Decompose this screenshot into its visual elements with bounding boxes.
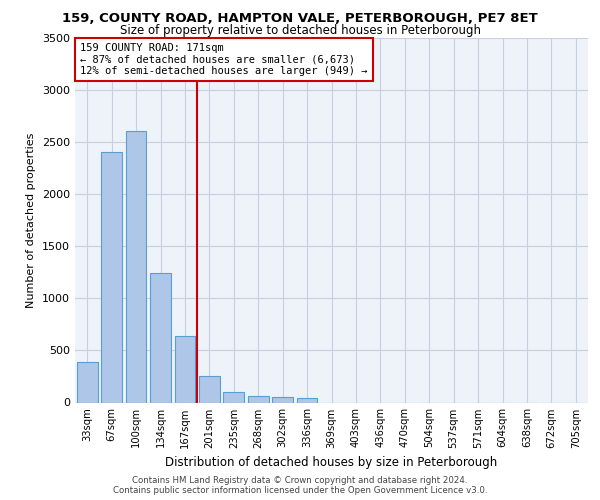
Y-axis label: Number of detached properties: Number of detached properties — [26, 132, 37, 308]
Text: Contains HM Land Registry data © Crown copyright and database right 2024.
Contai: Contains HM Land Registry data © Crown c… — [113, 476, 487, 495]
Bar — [199, 376, 220, 402]
Bar — [248, 396, 269, 402]
Bar — [125, 132, 146, 402]
Text: 159, COUNTY ROAD, HAMPTON VALE, PETERBOROUGH, PE7 8ET: 159, COUNTY ROAD, HAMPTON VALE, PETERBOR… — [62, 12, 538, 26]
Bar — [223, 392, 244, 402]
Bar — [296, 398, 317, 402]
Text: 159 COUNTY ROAD: 171sqm
← 87% of detached houses are smaller (6,673)
12% of semi: 159 COUNTY ROAD: 171sqm ← 87% of detache… — [80, 43, 368, 76]
Bar — [101, 152, 122, 403]
Bar — [150, 273, 171, 402]
Bar — [77, 362, 98, 403]
Bar — [175, 336, 196, 402]
Bar — [272, 397, 293, 402]
Text: Size of property relative to detached houses in Peterborough: Size of property relative to detached ho… — [119, 24, 481, 37]
X-axis label: Distribution of detached houses by size in Peterborough: Distribution of detached houses by size … — [166, 456, 497, 469]
